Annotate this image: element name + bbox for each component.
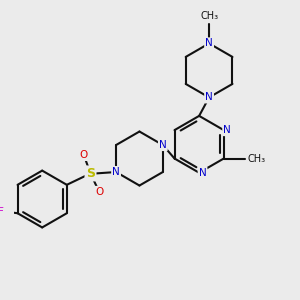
Text: N: N	[205, 92, 213, 102]
Text: N: N	[223, 125, 231, 135]
Text: N: N	[199, 168, 206, 178]
Text: N: N	[112, 167, 120, 177]
Text: N: N	[205, 38, 213, 48]
Text: O: O	[95, 187, 103, 197]
Text: N: N	[159, 140, 167, 150]
Text: CH₃: CH₃	[200, 11, 218, 21]
Text: CH₃: CH₃	[248, 154, 266, 164]
Text: S: S	[86, 167, 95, 180]
Text: F: F	[0, 207, 4, 217]
Text: O: O	[79, 150, 88, 160]
